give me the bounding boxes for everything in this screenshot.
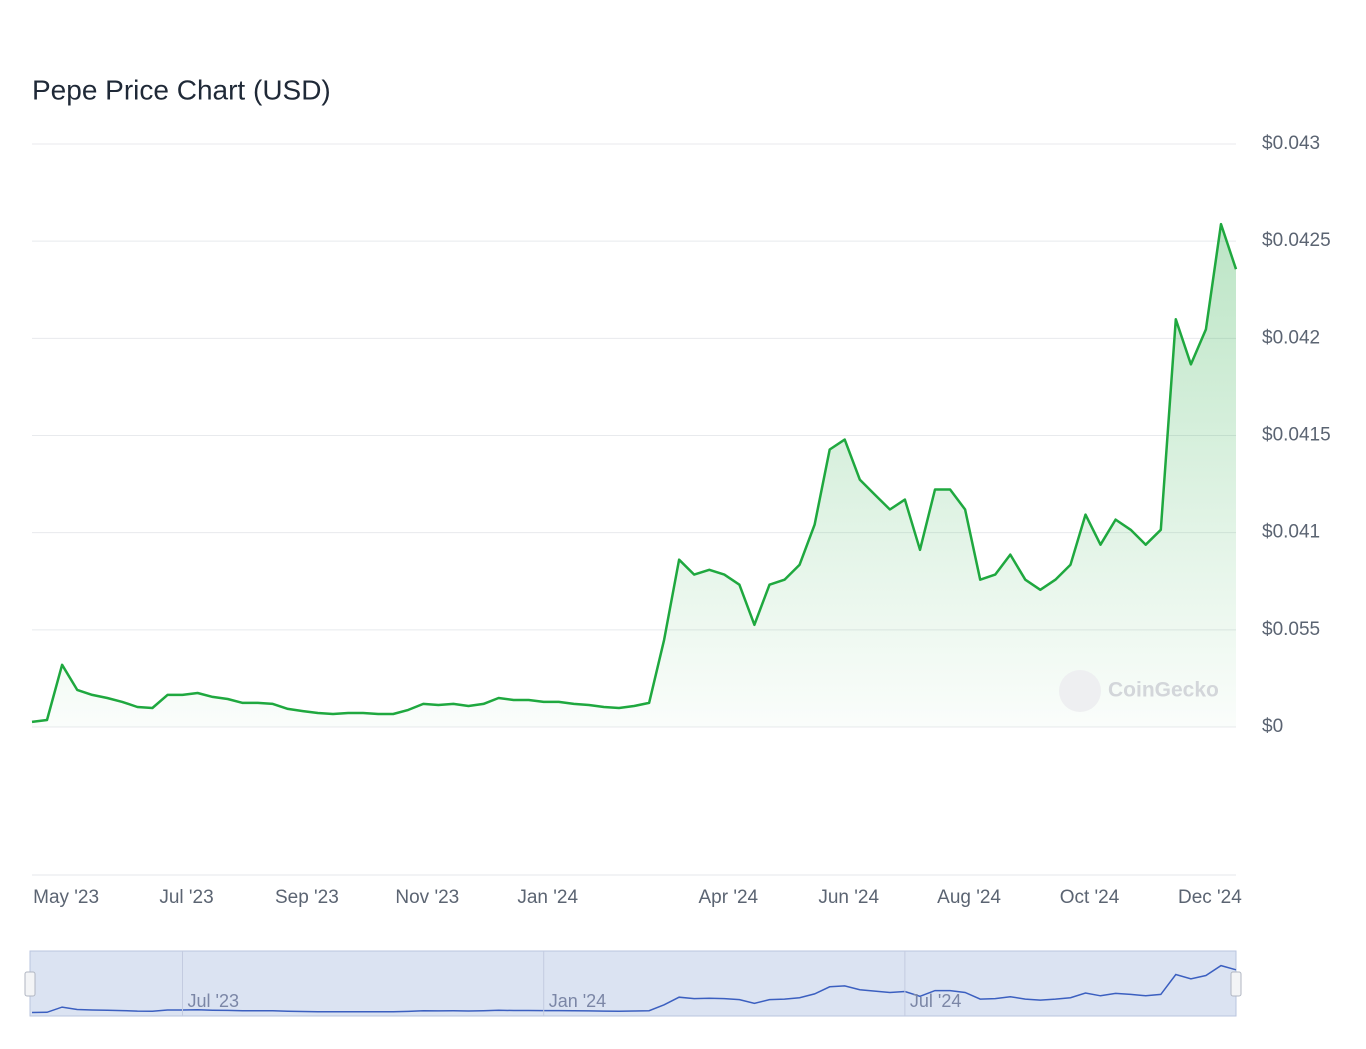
- navigator-line: [31, 964, 1237, 1014]
- watermark-logo: [1059, 670, 1101, 712]
- x-tick-label: Dec '24: [1178, 887, 1242, 908]
- y-tick-label: $0.055: [1262, 619, 1320, 640]
- navigator[interactable]: [29, 950, 1237, 1017]
- y-tick-label: $0.0415: [1262, 425, 1331, 446]
- watermark: CoinGecko: [1059, 670, 1219, 712]
- navigator-handle[interactable]: [24, 971, 36, 997]
- navigator-label: Jan '24: [549, 991, 606, 1011]
- x-tick-label: Jan '24: [517, 887, 578, 908]
- x-tick-label: May '23: [33, 887, 99, 908]
- y-tick-label: $0.042: [1262, 327, 1320, 348]
- x-tick-label: Nov '23: [395, 887, 459, 908]
- x-tick-label: Oct '24: [1060, 887, 1120, 908]
- price-line: [31, 222, 1238, 724]
- y-tick-label: $0.0425: [1262, 230, 1331, 251]
- navigator-handle[interactable]: [1230, 971, 1242, 997]
- x-tick-label: Sep '23: [275, 887, 339, 908]
- y-tick-label: $0: [1262, 716, 1283, 737]
- watermark-text: CoinGecko: [1108, 679, 1219, 702]
- x-tick-label: Apr '24: [698, 887, 758, 908]
- chart-title: Pepe Price Chart (USD): [32, 74, 331, 105]
- x-tick-label: Jun '24: [818, 887, 879, 908]
- navigator-label: Jul '24: [910, 991, 961, 1011]
- y-tick-label: $0.041: [1262, 522, 1320, 543]
- price-area: [32, 224, 1236, 727]
- navigator-label: Jul '23: [188, 991, 239, 1011]
- y-tick-label: $0.043: [1262, 133, 1320, 154]
- x-tick-label: Jul '23: [159, 887, 213, 908]
- x-tick-label: Aug '24: [937, 887, 1001, 908]
